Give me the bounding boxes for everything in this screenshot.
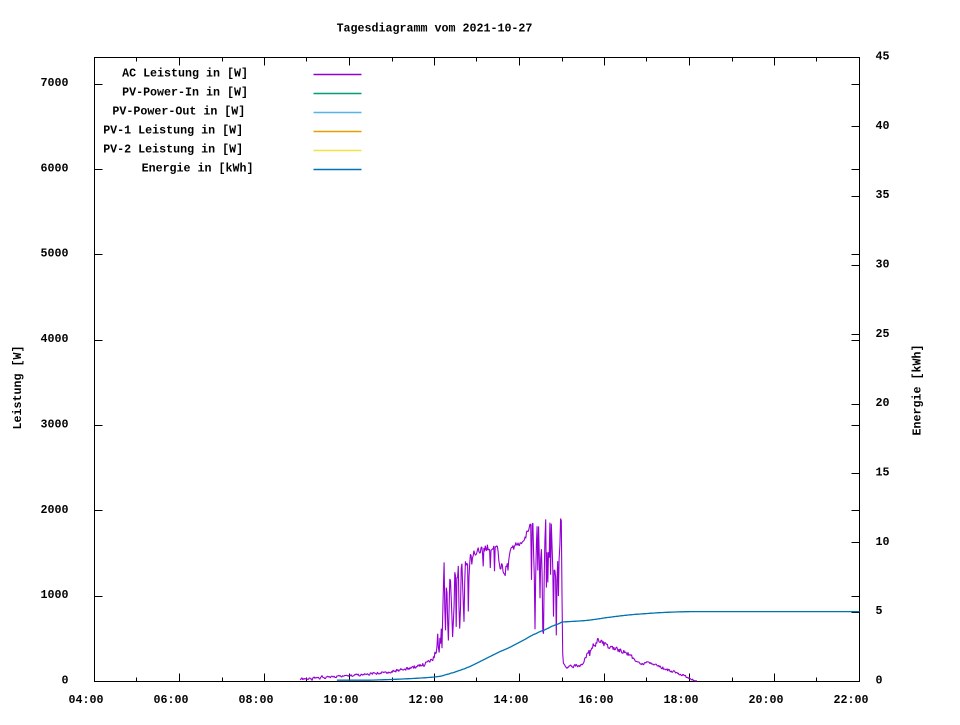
svg-text:25: 25 (876, 327, 890, 341)
svg-text:20:00: 20:00 (749, 693, 784, 707)
svg-text:1000: 1000 (41, 588, 69, 602)
svg-text:5: 5 (876, 604, 883, 618)
svg-text:14:00: 14:00 (494, 693, 529, 707)
svg-text:10: 10 (876, 535, 890, 549)
svg-text:06:00: 06:00 (154, 693, 189, 707)
svg-text:Energie in [kWh]: Energie in [kWh] (142, 162, 254, 176)
svg-text:12:00: 12:00 (409, 693, 444, 707)
svg-text:Leistung [W]: Leistung [W] (11, 346, 25, 430)
svg-text:PV-1 Leistung in [W]: PV-1 Leistung in [W] (103, 124, 243, 138)
svg-text:2000: 2000 (41, 503, 69, 517)
svg-text:Tagesdiagramm vom 2021-10-27: Tagesdiagramm vom 2021-10-27 (337, 22, 533, 36)
svg-text:16:00: 16:00 (579, 693, 614, 707)
svg-text:10:00: 10:00 (324, 693, 359, 707)
svg-text:45: 45 (876, 50, 890, 64)
svg-text:PV-Power-Out in [W]: PV-Power-Out in [W] (112, 105, 245, 119)
svg-text:PV-Power-In in [W]: PV-Power-In in [W] (122, 86, 248, 100)
svg-text:04:00: 04:00 (69, 693, 104, 707)
svg-text:Energie [kWh]: Energie [kWh] (910, 345, 924, 436)
svg-text:30: 30 (876, 258, 890, 272)
svg-text:15: 15 (876, 466, 890, 480)
svg-text:0: 0 (876, 674, 883, 688)
svg-text:7000: 7000 (41, 76, 69, 90)
svg-text:PV-2 Leistung in [W]: PV-2 Leistung in [W] (103, 143, 243, 157)
svg-text:3000: 3000 (41, 417, 69, 431)
svg-text:35: 35 (876, 188, 890, 202)
svg-text:5000: 5000 (41, 247, 69, 261)
svg-text:22:00: 22:00 (834, 693, 869, 707)
svg-text:18:00: 18:00 (664, 693, 699, 707)
svg-text:4000: 4000 (41, 332, 69, 346)
svg-text:6000: 6000 (41, 161, 69, 175)
svg-text:08:00: 08:00 (239, 693, 274, 707)
svg-text:40: 40 (876, 119, 890, 133)
svg-text:20: 20 (876, 396, 890, 410)
svg-text:0: 0 (62, 674, 69, 688)
svg-text:AC Leistung in [W]: AC Leistung in [W] (122, 67, 248, 81)
